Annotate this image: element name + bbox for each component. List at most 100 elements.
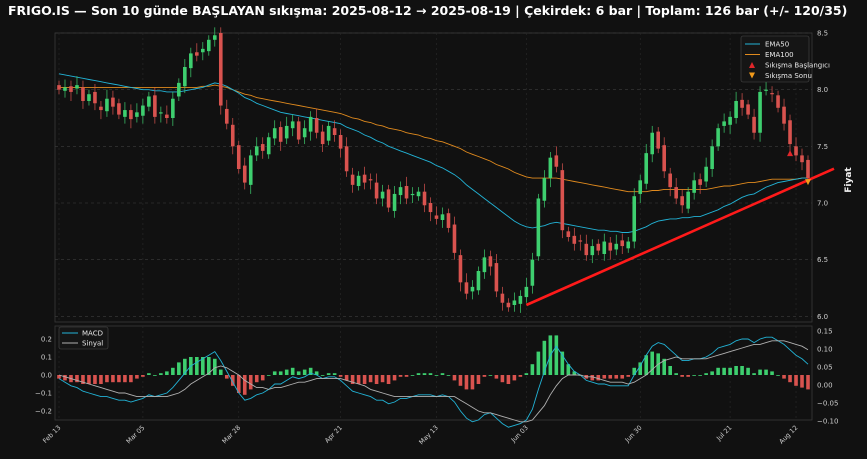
candle-body <box>566 231 571 237</box>
macd-histogram-bar <box>207 357 211 375</box>
candle-body <box>530 259 535 286</box>
squeeze-trendline <box>525 167 835 307</box>
candle-body <box>782 106 786 124</box>
candle-body <box>69 86 73 92</box>
candle-body <box>308 116 313 132</box>
macd-histogram-bar <box>266 375 271 376</box>
macd-histogram-bar <box>728 367 732 375</box>
macd-histogram-bar <box>452 375 457 381</box>
candle-body <box>752 116 756 133</box>
candle-body <box>494 263 499 292</box>
candle-body <box>446 213 451 228</box>
candle-body <box>224 108 229 124</box>
candle-body <box>350 174 355 185</box>
candle-body <box>722 121 726 126</box>
candle-body <box>111 97 115 107</box>
macd-histogram-bar <box>147 373 151 375</box>
macd-panel-frame <box>54 325 813 421</box>
candle-body <box>201 48 205 53</box>
macd-histogram-bar <box>362 375 367 384</box>
candle-body <box>698 179 702 185</box>
candle-body <box>458 255 463 283</box>
macd-histogram-bar <box>800 375 804 388</box>
macd-histogram-bar <box>632 367 637 375</box>
candle-body <box>404 186 409 199</box>
macd-histogram-bar <box>308 367 313 375</box>
macd-histogram-bar <box>536 351 541 375</box>
macd-histogram-bar <box>710 371 714 375</box>
date-tick-label: Mar 28 <box>221 424 243 446</box>
macd-left-tick-label: 0.1 <box>41 354 52 362</box>
macd-histogram-bar <box>668 366 672 375</box>
macd-histogram-bar <box>446 375 451 376</box>
candle-body <box>302 128 307 138</box>
date-tick-label: Mar 05 <box>125 424 147 446</box>
candle-body <box>212 35 217 40</box>
macd-histogram-bar <box>284 369 289 375</box>
macd-histogram-bar <box>111 375 115 383</box>
macd-histogram-bar <box>159 373 163 375</box>
signal-line <box>58 340 809 423</box>
macd-histogram-bar <box>57 375 61 379</box>
candle-body <box>380 191 385 199</box>
candle-body <box>662 145 666 172</box>
candle-body <box>236 145 241 169</box>
macd-histogram-bar <box>350 375 355 384</box>
macd-histogram-bar <box>740 366 744 375</box>
macd-right-tick-label: 0.00 <box>817 382 833 390</box>
macd-histogram-bar <box>93 375 97 384</box>
candle-body <box>183 67 187 87</box>
candle-body <box>716 128 720 147</box>
candle-body <box>416 191 421 197</box>
macd-histogram-bar <box>434 375 439 376</box>
macd-histogram-bar <box>644 355 649 375</box>
macd-histogram-bar <box>500 375 505 383</box>
macd-histogram-bar <box>662 358 666 375</box>
macd-histogram-bar <box>458 375 463 386</box>
macd-histogram-bar <box>320 375 325 376</box>
candle-body <box>482 257 487 273</box>
candle-body <box>608 242 613 251</box>
candle-body <box>800 155 804 163</box>
candle-body <box>153 95 157 117</box>
candle-body <box>638 180 643 194</box>
date-tick-label: Aug 12 <box>777 424 799 446</box>
macd-histogram-bar <box>296 371 301 375</box>
candle-body <box>63 87 67 91</box>
candle-body <box>260 144 265 151</box>
candle-body <box>560 170 565 231</box>
candle-body <box>668 173 672 188</box>
price-tick-label: 6.5 <box>817 256 828 264</box>
candle-body <box>326 125 331 141</box>
candle-body <box>620 240 625 247</box>
macd-histogram-bar <box>201 357 205 375</box>
macd-histogram-bar <box>620 375 625 379</box>
macd-histogram-bar <box>674 373 678 375</box>
candle-body <box>734 101 738 118</box>
macd-histogram-bar <box>99 375 103 384</box>
candle-body <box>572 235 577 244</box>
candle-body <box>506 302 511 308</box>
price-legend-box <box>740 35 810 83</box>
macd-histogram-bar <box>195 357 199 375</box>
candle-body <box>746 104 750 115</box>
squeeze-start-marker <box>787 150 794 157</box>
macd-histogram-bar <box>518 375 523 377</box>
candle-body <box>548 157 553 179</box>
macd-histogram-bar <box>614 375 619 379</box>
macd-histogram-bar <box>135 375 139 379</box>
candle-body <box>290 121 295 129</box>
macd-histogram-bar <box>141 375 145 377</box>
ema100-line <box>59 84 808 193</box>
candle-body <box>686 191 690 209</box>
candle-body <box>332 128 337 135</box>
date-tick-label: Apr 21 <box>323 424 344 445</box>
candle-body <box>314 118 319 133</box>
squeeze-end-marker <box>805 179 811 186</box>
candle-body <box>81 87 85 101</box>
candle-body <box>207 39 211 52</box>
macd-histogram-bar <box>806 375 810 390</box>
candle-body <box>524 286 529 298</box>
legend-triangle-up-swatch <box>749 62 755 68</box>
candle-body <box>704 166 708 182</box>
